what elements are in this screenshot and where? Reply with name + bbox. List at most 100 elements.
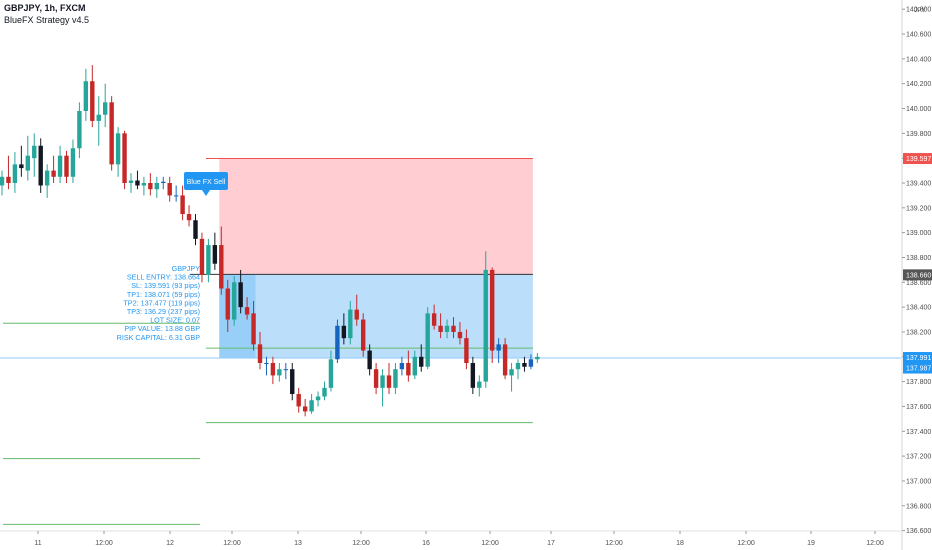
candle-body	[128, 180, 134, 183]
candle-body	[251, 313, 256, 345]
candle-body	[290, 369, 295, 395]
candle-body	[103, 102, 108, 115]
candle	[354, 294, 359, 326]
candle	[361, 313, 366, 357]
candle-body	[6, 176, 11, 183]
candle-body	[161, 181, 166, 183]
candle	[148, 173, 153, 196]
price-tag-label: 138.660	[906, 272, 931, 279]
candle	[444, 319, 450, 339]
candle	[386, 363, 392, 395]
price-tick-label: 139.800	[906, 131, 931, 138]
candle-body	[141, 183, 147, 186]
candle	[328, 350, 334, 392]
candle	[212, 232, 218, 270]
price-tick-label: 140.200	[906, 81, 931, 88]
candle	[431, 304, 437, 330]
candle	[115, 127, 121, 177]
sell-signal: Blue FX Sell	[184, 172, 228, 196]
candle	[348, 300, 353, 345]
candle-body	[361, 319, 366, 351]
candle	[64, 150, 69, 183]
candle-body	[386, 375, 392, 388]
candle-body	[380, 375, 385, 388]
candle	[367, 344, 372, 376]
price-tag-stop_loss	[903, 153, 932, 165]
candle-body	[199, 238, 205, 275]
candle	[238, 269, 243, 314]
candle	[90, 65, 95, 128]
candle-body	[496, 344, 501, 351]
candle-body	[477, 381, 482, 388]
candle	[502, 338, 508, 380]
candle	[225, 279, 230, 332]
time-tick-label: 12:00	[605, 540, 623, 547]
candle-body	[328, 359, 334, 388]
candle	[477, 375, 482, 397]
candles	[0, 65, 540, 417]
price-tick-label: 140.000	[906, 106, 931, 113]
price-tag-label: 137.991	[906, 355, 931, 362]
candle	[470, 356, 476, 395]
candle-body	[122, 133, 127, 183]
trade-info-line: TP3: 136.29 (237 pips)	[127, 307, 200, 316]
price-tag-current_bid	[903, 352, 932, 364]
candle-body	[270, 363, 276, 376]
candle-body	[502, 344, 508, 376]
candle	[19, 145, 24, 177]
candle	[0, 170, 5, 196]
candle	[6, 155, 11, 190]
trade-info-line: RISK CAPITAL: 6.31 GBP	[117, 333, 201, 342]
candle-body	[135, 180, 140, 186]
candle-body	[19, 164, 24, 169]
candle	[135, 170, 140, 190]
candle	[251, 300, 256, 351]
candle-body	[438, 325, 443, 332]
candle-body	[57, 155, 63, 177]
trade-info-line: TP2: 137.477 (119 pips)	[123, 298, 200, 307]
candle	[393, 363, 398, 395]
candle-body	[419, 356, 424, 367]
price-tick-label: 138.400	[906, 305, 931, 312]
candle	[25, 135, 30, 181]
candle	[419, 344, 424, 372]
signal-pointer	[202, 190, 210, 196]
candle	[302, 399, 308, 417]
candle-body	[444, 325, 450, 332]
candle	[451, 317, 456, 339]
candle	[51, 155, 56, 183]
candle	[412, 350, 417, 380]
price-tick-label: 138.200	[906, 329, 931, 336]
candle	[483, 251, 488, 388]
currency-label: JPY	[914, 7, 927, 14]
candle-body	[309, 400, 314, 412]
candle	[161, 176, 166, 190]
chart-symbol-title: GBPJPY, 1h, FXCM	[4, 3, 86, 13]
time-tick-label: 13	[294, 540, 302, 547]
candle	[399, 356, 405, 376]
entry-bar-highlight	[219, 274, 256, 359]
trade-zones	[190, 158, 533, 359]
candle-body	[393, 369, 398, 388]
candle-body	[38, 145, 43, 186]
candle-body	[12, 164, 18, 183]
candle	[96, 96, 101, 146]
candle	[373, 363, 379, 395]
time-tick-label: 16	[422, 540, 430, 547]
time-tick-label: 12:00	[866, 540, 884, 547]
candle-body	[77, 111, 82, 149]
candle	[264, 356, 269, 376]
candle	[290, 363, 295, 401]
candle	[154, 176, 159, 198]
price-tick-label: 140.400	[906, 56, 931, 63]
candle-body	[470, 363, 476, 388]
candle-body	[109, 102, 114, 165]
price-tick-label: 137.600	[906, 404, 931, 411]
candle	[173, 185, 179, 202]
candle-body	[96, 114, 101, 121]
price-tick-label: 137.000	[906, 478, 931, 485]
candle-body	[186, 214, 192, 221]
candle-body	[431, 313, 437, 326]
